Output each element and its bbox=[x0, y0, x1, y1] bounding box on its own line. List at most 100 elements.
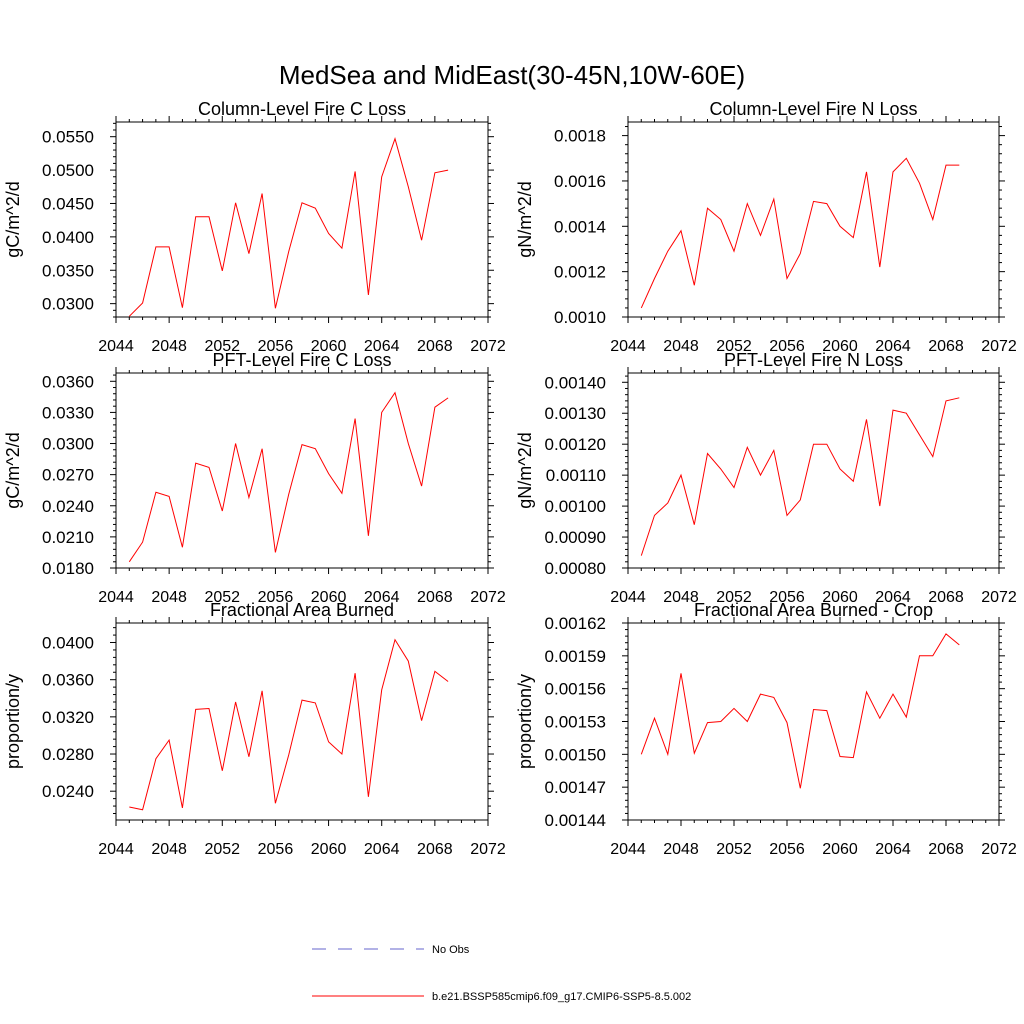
y-tick-label: 0.00159 bbox=[545, 647, 606, 666]
y-tick-label: 0.00130 bbox=[545, 404, 606, 423]
panel-title: PFT-Level Fire C Loss bbox=[212, 350, 391, 370]
series-line bbox=[128, 391, 449, 563]
series-line bbox=[640, 633, 960, 789]
x-tick-label: 2044 bbox=[610, 841, 646, 858]
x-tick-label: 2060 bbox=[822, 589, 858, 606]
x-tick-label: 2044 bbox=[610, 589, 646, 606]
x-tick-label: 2068 bbox=[417, 589, 453, 606]
x-tick-label: 2072 bbox=[470, 338, 506, 355]
y-axis-label: gN/m^2/d bbox=[515, 432, 535, 508]
plot-frame bbox=[627, 121, 1000, 318]
x-tick-label: 2048 bbox=[151, 338, 187, 355]
chart-panel: PFT-Level Fire C Loss gC/m^2/d 2044 2048 205… bbox=[3, 350, 506, 606]
chart-panel: Fractional Area Burned - Crop proportion/… bbox=[515, 600, 1017, 858]
plot-frame bbox=[115, 372, 489, 569]
y-tick-label: 0.0320 bbox=[42, 708, 94, 727]
legend-model-label: b.e21.BSSP585cmip6.f09_g17.CMIP6-SSP5-8.… bbox=[432, 991, 691, 1003]
x-tick-label: 2044 bbox=[98, 589, 134, 606]
y-tick-label: 0.00147 bbox=[545, 778, 606, 797]
y-tick-label: 0.0012 bbox=[554, 263, 606, 282]
x-tick-label: 2056 bbox=[258, 589, 294, 606]
x-tick-label: 2068 bbox=[928, 841, 964, 858]
y-tick-label: 0.0240 bbox=[42, 782, 94, 801]
y-tick-label: 0.0210 bbox=[42, 528, 94, 547]
y-tick-label: 0.0240 bbox=[42, 497, 94, 516]
y-tick-label: 0.0010 bbox=[554, 308, 606, 327]
x-tick-label: 2064 bbox=[364, 589, 400, 606]
y-tick-label: 0.00156 bbox=[545, 680, 606, 699]
x-tick-label: 2048 bbox=[663, 841, 699, 858]
figure-title: MedSea and MidEast(30-45N,10W-60E) bbox=[279, 60, 745, 90]
y-tick-label: 0.0016 bbox=[554, 172, 606, 191]
x-tick-label: 2052 bbox=[204, 338, 240, 355]
chart-panel: Column-Level Fire N Loss gN/m^2/d 2044 2048… bbox=[515, 99, 1017, 355]
x-tick-label: 2056 bbox=[769, 338, 805, 355]
x-tick-label: 2064 bbox=[364, 338, 400, 355]
x-tick-label: 2068 bbox=[928, 338, 964, 355]
y-tick-label: 0.0300 bbox=[42, 295, 94, 314]
x-tick-label: 2048 bbox=[151, 841, 187, 858]
x-tick-label: 2056 bbox=[769, 841, 805, 858]
series-line bbox=[128, 137, 449, 317]
x-tick-label: 2052 bbox=[716, 338, 752, 355]
x-tick-label: 2048 bbox=[151, 589, 187, 606]
y-tick-label: 0.0180 bbox=[42, 559, 94, 578]
legend-obs-label: No Obs bbox=[432, 944, 470, 956]
panel-title: Fractional Area Burned bbox=[210, 600, 394, 620]
panel-title: Fractional Area Burned - Crop bbox=[694, 600, 933, 620]
x-tick-label: 2060 bbox=[822, 841, 858, 858]
y-tick-label: 0.0400 bbox=[42, 228, 94, 247]
x-tick-label: 2044 bbox=[98, 841, 134, 858]
x-tick-label: 2068 bbox=[417, 841, 453, 858]
x-tick-label: 2052 bbox=[716, 841, 752, 858]
x-tick-label: 2064 bbox=[875, 841, 911, 858]
x-tick-label: 2048 bbox=[663, 589, 699, 606]
y-tick-label: 0.0330 bbox=[42, 403, 94, 422]
plot-frame bbox=[627, 622, 1000, 821]
y-tick-label: 0.00162 bbox=[545, 614, 606, 633]
y-axis-label: proportion/y bbox=[3, 674, 23, 769]
x-tick-label: 2064 bbox=[875, 338, 911, 355]
y-axis-label: gC/m^2/d bbox=[3, 181, 23, 257]
x-tick-label: 2048 bbox=[663, 338, 699, 355]
x-tick-label: 2072 bbox=[981, 841, 1017, 858]
x-tick-label: 2060 bbox=[311, 338, 347, 355]
y-tick-label: 0.0280 bbox=[42, 745, 94, 764]
series-line bbox=[129, 638, 449, 811]
plot-frame bbox=[627, 372, 1000, 569]
x-tick-label: 2052 bbox=[716, 589, 752, 606]
plot-frame bbox=[115, 622, 489, 821]
y-axis-label: proportion/y bbox=[515, 674, 535, 769]
y-tick-label: 0.00144 bbox=[545, 811, 606, 830]
x-tick-label: 2052 bbox=[204, 841, 240, 858]
plot-frame bbox=[115, 121, 489, 318]
y-axis-label: gC/m^2/d bbox=[3, 432, 23, 508]
x-tick-label: 2072 bbox=[470, 589, 506, 606]
x-tick-label: 2072 bbox=[981, 589, 1017, 606]
chart-panel: Column-Level Fire C Loss gC/m^2/d 2044 2048… bbox=[3, 99, 506, 355]
y-axis-label: gN/m^2/d bbox=[515, 181, 535, 257]
x-tick-label: 2060 bbox=[311, 841, 347, 858]
y-tick-label: 0.0018 bbox=[554, 127, 606, 146]
series-line bbox=[640, 157, 960, 309]
x-tick-label: 2072 bbox=[981, 338, 1017, 355]
x-tick-label: 2064 bbox=[875, 589, 911, 606]
chart-panel: PFT-Level Fire N Loss gN/m^2/d 2044 2048 205… bbox=[515, 350, 1017, 606]
x-tick-label: 2044 bbox=[98, 338, 134, 355]
legend: No Obs b.e21.BSSP585cmip6.f09_g17.CMIP6-… bbox=[312, 944, 691, 1003]
y-tick-label: 0.00090 bbox=[545, 528, 606, 547]
x-tick-label: 2052 bbox=[204, 589, 240, 606]
x-tick-label: 2068 bbox=[928, 589, 964, 606]
y-tick-label: 0.0450 bbox=[42, 194, 94, 213]
x-tick-label: 2056 bbox=[258, 841, 294, 858]
panels: Column-Level Fire C Loss gC/m^2/d 2044 2048… bbox=[3, 99, 1017, 858]
y-tick-label: 0.00080 bbox=[545, 559, 606, 578]
y-tick-label: 0.0500 bbox=[42, 161, 94, 180]
chart-panel: Fractional Area Burned proportion/y 2044 20… bbox=[3, 600, 506, 858]
y-tick-label: 0.0300 bbox=[42, 435, 94, 454]
x-tick-label: 2056 bbox=[769, 589, 805, 606]
panel-title: PFT-Level Fire N Loss bbox=[724, 350, 903, 370]
y-tick-label: 0.0360 bbox=[42, 372, 94, 391]
y-tick-label: 0.0270 bbox=[42, 466, 94, 485]
x-tick-label: 2044 bbox=[610, 338, 646, 355]
